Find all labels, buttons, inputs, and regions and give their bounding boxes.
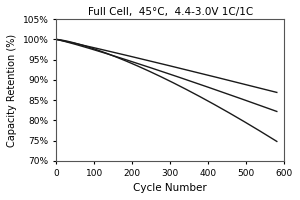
Y-axis label: Capacity Retention (%): Capacity Retention (%) bbox=[7, 33, 17, 147]
X-axis label: Cycle Number: Cycle Number bbox=[133, 183, 207, 193]
Title: Full Cell,  45°C,  4.4-3.0V 1C/1C: Full Cell, 45°C, 4.4-3.0V 1C/1C bbox=[88, 7, 253, 17]
